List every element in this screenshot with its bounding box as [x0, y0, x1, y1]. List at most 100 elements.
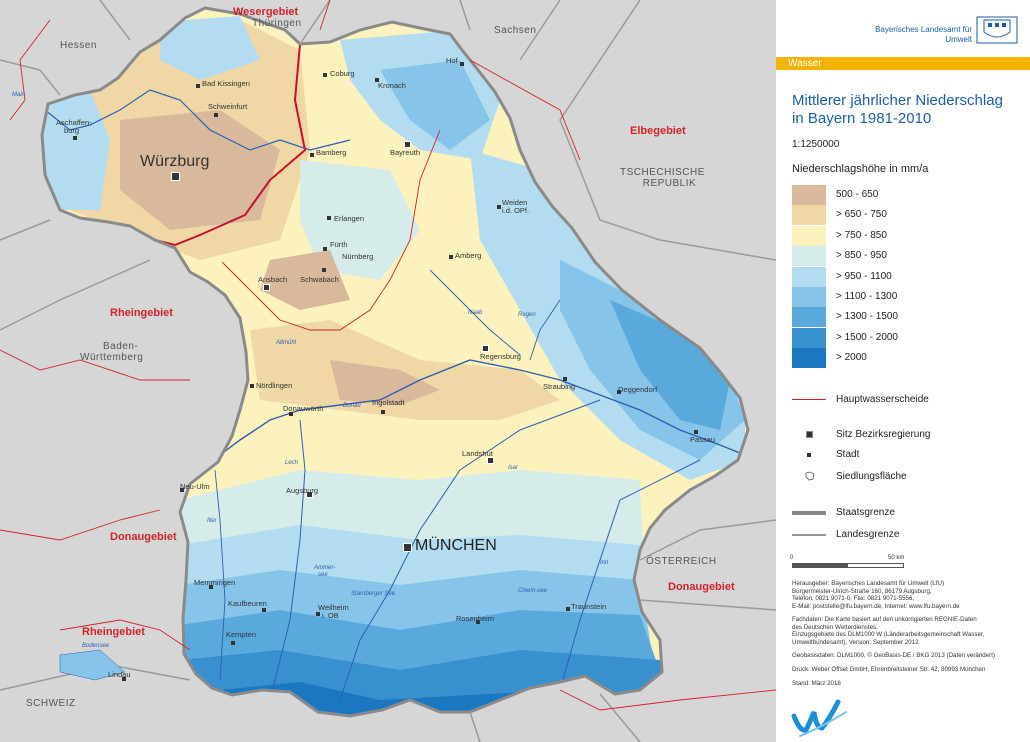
region-donaugebiet-west: Donaugebiet	[110, 531, 177, 543]
legend-swatch	[792, 307, 826, 328]
imprint-druck: Druck: Weber Offset GmbH, Ehrenbreitstei…	[792, 666, 986, 673]
town-noerdlingen: Nördlingen	[256, 381, 293, 390]
lfu-logo-icon	[791, 699, 847, 737]
label-hessen: Hessen	[60, 40, 97, 51]
town-weiden: Weiden i.d. OPf.	[502, 198, 530, 215]
scale-bar-end: 50 km	[888, 555, 905, 561]
legend-swatch	[792, 327, 826, 348]
legend-class-label: > 850 - 950	[836, 250, 887, 262]
river-regen: Regen	[518, 312, 536, 318]
town-dot-traunstein	[566, 607, 570, 611]
region-rheingebiet-west: Rheingebiet	[110, 307, 173, 319]
imprint-geobasis: Geobasisdaten: DLM1000, © GeoBasis-DE / …	[792, 652, 996, 659]
river-lech: Lech	[285, 460, 299, 466]
legend-landesgrenze: Landesgrenze	[836, 529, 900, 540]
town-traunstein: Traunstein	[571, 602, 607, 611]
town-amberg: Amberg	[455, 251, 482, 260]
town-hof: Hof	[446, 56, 458, 65]
town-dot-hof	[460, 62, 464, 66]
town-dot-kronach	[375, 78, 379, 82]
city-wuerzburg: Würzburg	[140, 153, 210, 170]
town-straubing: Straubing	[543, 382, 576, 391]
city-muenchen: MÜNCHEN	[415, 537, 497, 554]
settlement-symbol	[805, 471, 815, 481]
town-fuerth: Fürth	[330, 240, 348, 249]
legend-swatch	[792, 225, 826, 246]
city-bayreuth: Bayreuth	[390, 148, 421, 157]
legend-swatch	[792, 266, 826, 287]
imprint-stand: Stand: März 2018	[792, 680, 841, 687]
section-band: Wasser	[776, 57, 1030, 70]
town-dot-fuerth	[323, 247, 327, 251]
town-weilheim: Weilheim i. OB	[318, 603, 349, 620]
lake-chiemsee: Chiem-see	[518, 588, 548, 594]
region-donaugebiet-southeast: Donaugebiet	[668, 581, 735, 593]
legend-class-label: > 650 - 750	[836, 209, 887, 221]
lake-ammersee: Ammer-see	[314, 565, 336, 578]
town-dot-schweinfurt	[214, 113, 218, 117]
region-rheingebiet-southwest: Rheingebiet	[82, 626, 145, 638]
legend-class-label: > 2000	[836, 352, 867, 364]
river-iller: Iller	[207, 518, 217, 524]
legend-swatch	[792, 246, 826, 267]
river-donau: Donau	[343, 403, 361, 409]
town-dot-deggendorf	[617, 390, 621, 394]
map-title-line1: Mittlerer jährlicher Niederschlag	[792, 92, 1003, 109]
capital-marker-ansbach	[263, 284, 270, 291]
agency-name: Bayerisches Landesamt für Umwelt	[875, 25, 972, 44]
legend-swatch	[792, 287, 826, 307]
watershed-line-symbol	[792, 399, 826, 400]
seat-symbol	[806, 431, 813, 438]
label-oesterreich: ÖSTERREICH	[646, 556, 717, 567]
river-isar: Isar	[508, 465, 519, 471]
town-dot-lindau	[122, 677, 126, 681]
label-thueringen: Thüringen	[252, 18, 302, 29]
town-dot-coburg	[323, 73, 327, 77]
scale-bar-zero: 0	[790, 555, 794, 561]
town-dot-passau	[694, 430, 698, 434]
city-ansbach: Ansbach	[258, 275, 288, 284]
town-deggendorf: Deggendorf	[618, 385, 658, 394]
city-symbol	[807, 453, 811, 457]
town-dot-aschaffenburg	[73, 136, 77, 140]
town-dot-neu-ulm	[180, 488, 184, 492]
town-kaufbeuren: Kaufbeuren	[228, 599, 267, 608]
town-lindau: Lindau	[108, 670, 131, 679]
town-kempten: Kempten	[226, 630, 257, 639]
precipitation-map[interactable]: Wesergebiet Elbegebiet Rheingebiet Donau…	[0, 0, 776, 742]
legend-staatsgrenze: Staatsgrenze	[836, 507, 895, 518]
town-memmingen: Memmingen	[194, 578, 236, 587]
town-dot-kempten	[231, 641, 235, 645]
town-schwabach: Schwabach	[300, 275, 339, 284]
legend-class-label: > 1300 - 1500	[836, 311, 898, 323]
bavaria-coat-of-arms-icon	[976, 16, 1018, 44]
capital-marker-augsburg	[306, 491, 313, 498]
town-dot-schwabach	[322, 268, 326, 272]
legend-class-label: 500 - 650	[836, 189, 879, 200]
legend-sitz: Sitz Bezirksregierung	[836, 429, 931, 440]
river-main: Main	[12, 92, 26, 98]
capital-marker-regensburg	[482, 345, 489, 352]
town-dot-memmingen	[209, 585, 213, 589]
legend-class-label: > 950 - 1100	[836, 270, 892, 282]
lake-bodensee: Bodensee	[82, 643, 110, 649]
legend-swatch	[792, 205, 826, 226]
legend-class-label: > 1500 - 2000	[836, 331, 898, 343]
river-inn: Inn	[600, 560, 609, 566]
state-border-symbol	[792, 511, 826, 515]
city-augsburg: Augsburg	[286, 486, 319, 495]
town-dot-rosenheim	[476, 620, 480, 624]
legend-stadt: Stadt	[836, 449, 860, 460]
town-dot-bad-kissingen	[196, 84, 200, 88]
legend-class-label: > 750 - 850	[836, 229, 887, 241]
town-dot-donauwoerth	[289, 412, 293, 416]
city-landshut: Landshut	[462, 449, 493, 458]
legend-class-label: > 1100 - 1300	[836, 291, 898, 302]
region-elbegebiet: Elbegebiet	[630, 125, 686, 137]
town-dot-bamberg	[310, 153, 314, 157]
scale-bar	[792, 563, 904, 568]
label-tschechische-republik: TSCHECHISCHE REPUBLIK	[620, 167, 705, 189]
town-dot-weilheim	[316, 612, 320, 616]
map-scale: 1:1250000	[792, 139, 840, 150]
capital-marker-landshut	[487, 457, 494, 464]
